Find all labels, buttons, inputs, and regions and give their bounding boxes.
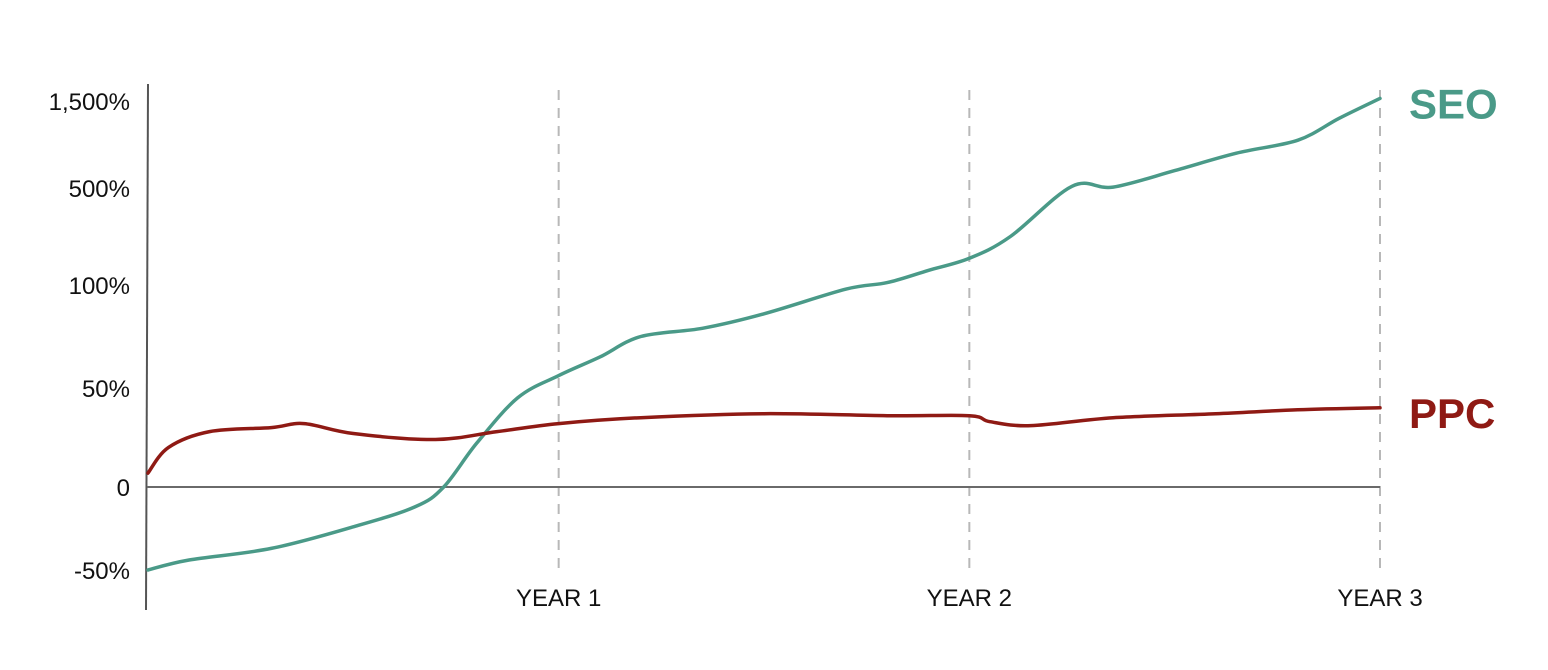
y-tick-label: -50% [74, 558, 130, 585]
series-line-seo [146, 96, 1382, 572]
series-label-seo: SEO [1409, 80, 1498, 127]
x-tick-label: YEAR 1 [516, 585, 601, 612]
x-tick-label: YEAR 2 [927, 585, 1012, 612]
y-axis-line [145, 83, 149, 611]
y-tick-label: 1,500% [49, 89, 130, 116]
y-tick-label: 100% [69, 273, 130, 300]
series-label-layer: SEO PPC [1409, 80, 1498, 436]
y-tick-label: 0 [117, 475, 130, 502]
series-label-ppc: PPC [1409, 390, 1495, 437]
y-tick-label: 50% [82, 376, 130, 403]
axis-layer [145, 83, 1380, 611]
tick-layer: -50% 0 50% 100% 500% 1,500% YEAR 1 YEAR 2 YEAR 3 [49, 89, 1423, 612]
series-layer [146, 96, 1382, 572]
grid-layer [557, 90, 1381, 570]
x-tick-label: YEAR 3 [1337, 585, 1422, 612]
series-line-ppc [146, 406, 1382, 475]
y-tick-label: 500% [69, 176, 130, 203]
